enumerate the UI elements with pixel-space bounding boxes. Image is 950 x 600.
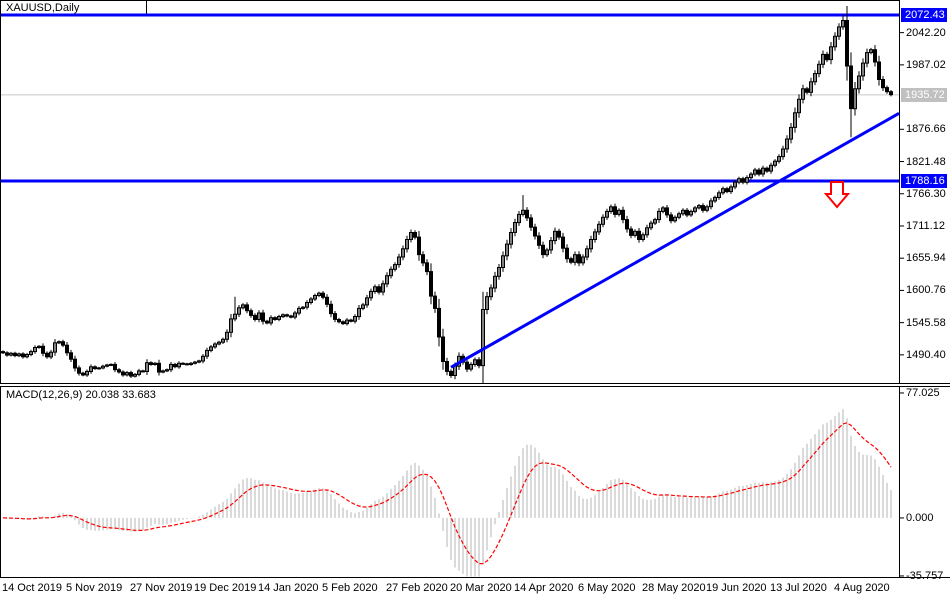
macd-tick-label: 0.000: [906, 511, 934, 524]
price-tick-label: 1711.12: [906, 219, 945, 232]
date-tick-label: 5 Nov 2019: [66, 582, 123, 594]
date-tick-label: 27 Feb 2020: [386, 582, 448, 594]
trendline[interactable]: [450, 112, 900, 369]
macd-histogram: [6, 409, 892, 577]
date-tick-label: 5 Feb 2020: [322, 582, 378, 594]
date-tick-label: 14 Jan 2020: [258, 582, 319, 594]
date-tick-label: 20 Mar 2020: [450, 582, 512, 594]
date-tick-label: 14 Apr 2020: [514, 582, 574, 594]
macd-tick-label: 77.025: [906, 386, 940, 399]
price-tick-label: 1600.76: [906, 284, 946, 297]
date-tick-label: 27 Nov 2019: [130, 582, 193, 594]
price-tag-support: 1788.16: [901, 174, 947, 188]
date-tick-label: 28 May 2020: [642, 582, 706, 594]
macd-indicator-label: MACD(12,26,9) 20.038 33.683: [6, 389, 156, 401]
price-tick-label: 1821.48: [906, 155, 946, 168]
down-arrow-icon[interactable]: [823, 181, 851, 209]
date-tick-label: 4 Aug 2020: [834, 582, 890, 594]
macd-tick-label: -35.757: [906, 569, 944, 582]
macd-signal-line: [2, 422, 892, 565]
date-tick-label: 14 Oct 2019: [2, 582, 62, 594]
candle-wicks: [2, 6, 892, 384]
symbol-timeframe-label: XAUUSD,Daily: [6, 2, 80, 14]
price-tick-label: 1655.94: [906, 252, 946, 265]
price-tick-label: 1490.40: [906, 348, 946, 361]
price-tag-resistance: 2072.43: [901, 8, 947, 22]
date-tick-label: 19 Jun 2020: [706, 582, 767, 594]
price-tick-label: 1766.30: [906, 187, 946, 200]
price-tick-label: 1987.02: [906, 58, 946, 71]
date-tick-label: 6 May 2020: [578, 582, 636, 594]
date-tick-label: 19 Dec 2019: [194, 582, 257, 594]
price-tag-current-bid: 1935.72: [901, 88, 947, 102]
price-panel-border: [0, 0, 900, 384]
macd-panel-border: [0, 386, 900, 578]
date-tick-label: 13 Jul 2020: [770, 582, 827, 594]
price-tick-label: 1545.58: [906, 316, 946, 329]
price-tick-label: 1876.66: [906, 123, 946, 136]
price-tick-label: 2042.20: [906, 26, 946, 39]
